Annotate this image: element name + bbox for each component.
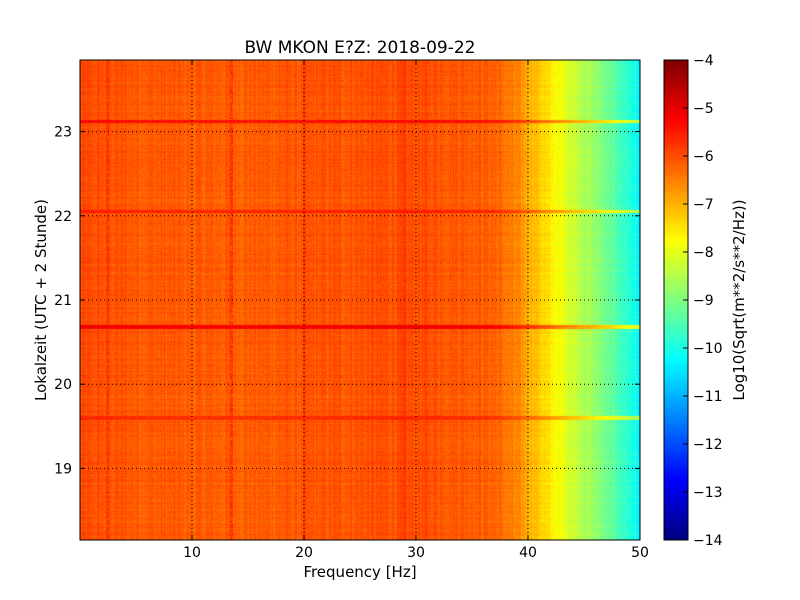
colorbar-tick-label: −9: [693, 293, 714, 309]
grid-lines: [80, 60, 640, 540]
colorbar-tick-label: −6: [693, 149, 714, 165]
y-axis-label: Lokalzeit (UTC + 2 Stunde): [32, 199, 50, 401]
y-tick-label: 20: [54, 377, 72, 393]
colorbar-tick-label: −10: [693, 341, 723, 357]
colorbar-tick-label: −8: [693, 245, 714, 261]
x-axis-label: Frequency [Hz]: [303, 563, 416, 581]
x-tick-label: 40: [519, 545, 537, 561]
colorbar-tick-label: −12: [693, 437, 723, 453]
colorbar-ticks: −4 −5 −6 −7 −8 −9 −10 −11 −12 −13 −14: [683, 53, 723, 549]
x-tick-label: 10: [183, 545, 201, 561]
chart-title: BW MKON E?Z: 2018-09-22: [245, 38, 476, 58]
colorbar-tick-label: −5: [693, 101, 714, 117]
colorbar-tick-label: −7: [693, 197, 714, 213]
y-tick-label: 19: [54, 461, 72, 477]
colorbar-tick-label: −13: [693, 485, 723, 501]
y-axis-ticks: 19 20 21 22 23: [54, 125, 640, 477]
x-axis-ticks: 10 20 30 40 50: [183, 60, 649, 561]
colorbar-tick-label: −14: [693, 533, 723, 549]
colorbar-label: Log10(Sqrt(m**2/s**2/Hz)): [730, 199, 748, 400]
colorbar-tick-label: −11: [693, 389, 723, 405]
colorbar-tick-label: −4: [693, 53, 714, 69]
x-tick-label: 20: [295, 545, 313, 561]
y-tick-label: 21: [54, 293, 72, 309]
y-tick-label: 23: [54, 125, 72, 141]
y-tick-label: 22: [54, 209, 72, 225]
x-tick-label: 30: [407, 545, 425, 561]
x-tick-label: 50: [631, 545, 649, 561]
